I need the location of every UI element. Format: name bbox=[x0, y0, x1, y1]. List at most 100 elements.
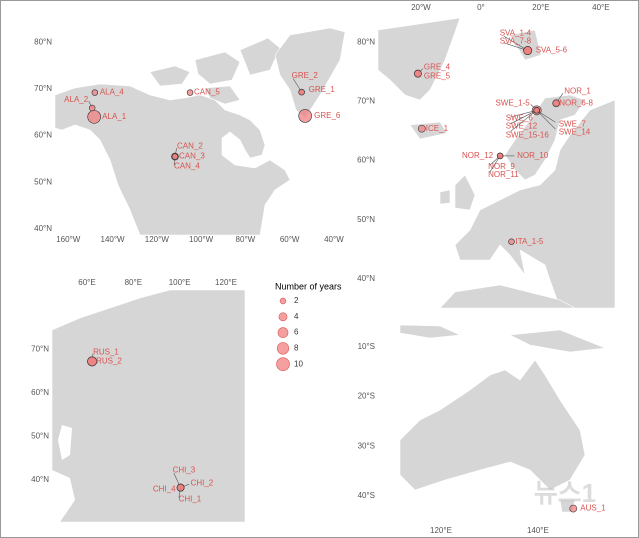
y-tick-label: 50°N bbox=[34, 177, 52, 186]
x-tick-label: 160°W bbox=[56, 235, 81, 244]
legend-key bbox=[277, 327, 289, 338]
legend-key bbox=[279, 297, 287, 305]
site-label: SWE_14 bbox=[559, 127, 591, 136]
site-label: AUS_1 bbox=[580, 504, 606, 513]
y-tick-label: 50°N bbox=[31, 431, 49, 440]
legend-key bbox=[276, 342, 290, 355]
land-australia bbox=[399, 324, 606, 513]
site-point bbox=[508, 238, 515, 245]
y-tick-label: 70°N bbox=[34, 84, 52, 93]
x-tick-label: 120°W bbox=[145, 235, 170, 244]
site-label: SWE_12 bbox=[506, 121, 538, 130]
y-tick-label: 30°S bbox=[358, 441, 375, 450]
x-tick-label: 120°E bbox=[430, 526, 452, 535]
site-label: SWE_6 bbox=[506, 113, 534, 122]
x-tick-label: 40°W bbox=[324, 235, 344, 244]
site-point bbox=[533, 107, 540, 114]
site-label: SWE_15-16 bbox=[506, 130, 550, 139]
legend-label: 2 bbox=[294, 296, 299, 305]
site-label: CAN_2 bbox=[177, 142, 203, 151]
site-label: GRE_1 bbox=[309, 85, 336, 94]
y-tick-label: 40°N bbox=[357, 274, 375, 283]
x-tick-label: 0° bbox=[477, 3, 485, 12]
site-label: CAN_3 bbox=[179, 152, 205, 161]
site-label: GRE_6 bbox=[314, 111, 341, 120]
site-label: ALA_4 bbox=[100, 88, 125, 97]
site-label: ALA_1 bbox=[102, 112, 127, 121]
site-label: NOR_9 bbox=[488, 162, 515, 171]
y-tick-label: 10°S bbox=[358, 342, 375, 351]
site-label: NOR_12 bbox=[462, 151, 494, 160]
x-tick-label: 120°E bbox=[215, 278, 237, 287]
x-tick-label: 100°E bbox=[169, 278, 191, 287]
legend-key bbox=[278, 312, 288, 322]
y-tick-label: 80°N bbox=[357, 37, 375, 46]
site-point bbox=[552, 99, 561, 108]
site-point bbox=[186, 89, 194, 96]
site-point bbox=[298, 88, 305, 96]
site-label: CHI_3 bbox=[173, 466, 196, 475]
y-tick-label: 70°N bbox=[357, 97, 375, 106]
x-tick-label: 140°E bbox=[527, 526, 549, 535]
x-tick-label: 40°E bbox=[592, 3, 609, 12]
leader-line bbox=[510, 110, 537, 132]
site-label: NOR_1 bbox=[564, 86, 591, 95]
site-label: ITA_1-5 bbox=[516, 237, 544, 246]
site-label: SVA_7-8 bbox=[500, 37, 532, 46]
site-point bbox=[496, 152, 504, 160]
site-point bbox=[523, 46, 533, 55]
y-tick-label: 80°N bbox=[34, 37, 52, 46]
legend-label: 10 bbox=[294, 359, 303, 368]
y-tick-label: 70°N bbox=[31, 344, 49, 353]
site-label: ALA_2 bbox=[64, 95, 89, 104]
leader-line bbox=[510, 110, 537, 118]
y-tick-label: 20°S bbox=[358, 392, 375, 401]
site-point bbox=[176, 483, 185, 492]
site-label: GRE_5 bbox=[424, 72, 451, 81]
legend-label: 4 bbox=[294, 312, 299, 321]
site-label: SVA_1-4 bbox=[500, 29, 532, 38]
legend-key bbox=[276, 357, 290, 371]
site-point bbox=[298, 109, 312, 123]
land-europe bbox=[377, 17, 616, 309]
leader-line bbox=[536, 110, 556, 130]
x-tick-label: 60°W bbox=[280, 235, 300, 244]
x-tick-label: 60°E bbox=[78, 278, 95, 287]
y-tick-label: 60°N bbox=[357, 156, 375, 165]
site-label: CAN_4 bbox=[174, 162, 200, 171]
site-label: NOR_11 bbox=[488, 170, 519, 179]
y-tick-label: 60°N bbox=[34, 131, 52, 140]
x-tick-label: 100°W bbox=[189, 235, 214, 244]
site-point bbox=[414, 69, 422, 78]
site-label: SVA_5-6 bbox=[536, 46, 568, 55]
site-label: NOR_10 bbox=[517, 151, 549, 160]
site-label: ICE_1 bbox=[426, 124, 449, 133]
site-label: CHI_1 bbox=[179, 495, 202, 504]
x-tick-label: 80°W bbox=[236, 235, 256, 244]
site-label: SWE_7 bbox=[559, 119, 587, 128]
site-label: CAN_5 bbox=[194, 88, 220, 97]
land-north-america bbox=[54, 27, 346, 236]
leader-line bbox=[510, 110, 537, 125]
x-tick-label: 80°E bbox=[125, 278, 142, 287]
site-point bbox=[87, 356, 97, 367]
legend-title: Number of years bbox=[275, 281, 342, 291]
site-label: GRE_2 bbox=[292, 71, 319, 80]
site-point bbox=[417, 124, 426, 133]
y-tick-label: 50°N bbox=[357, 215, 375, 224]
x-tick-label: 140°W bbox=[101, 235, 126, 244]
site-point bbox=[88, 104, 96, 112]
legend-label: 8 bbox=[294, 344, 299, 353]
site-label: GRE_4 bbox=[424, 63, 451, 72]
legend-label: 6 bbox=[294, 328, 299, 337]
leader-line bbox=[503, 35, 528, 51]
site-label: NOR_6-8 bbox=[559, 98, 593, 107]
site-label: CHI_4 bbox=[153, 485, 176, 494]
leader-line bbox=[536, 110, 556, 123]
site-point bbox=[569, 504, 578, 513]
land-asia bbox=[51, 289, 246, 523]
x-tick-label: 20°E bbox=[532, 3, 549, 12]
site-label: RUS_2 bbox=[96, 356, 122, 365]
y-tick-label: 60°N bbox=[31, 388, 49, 397]
